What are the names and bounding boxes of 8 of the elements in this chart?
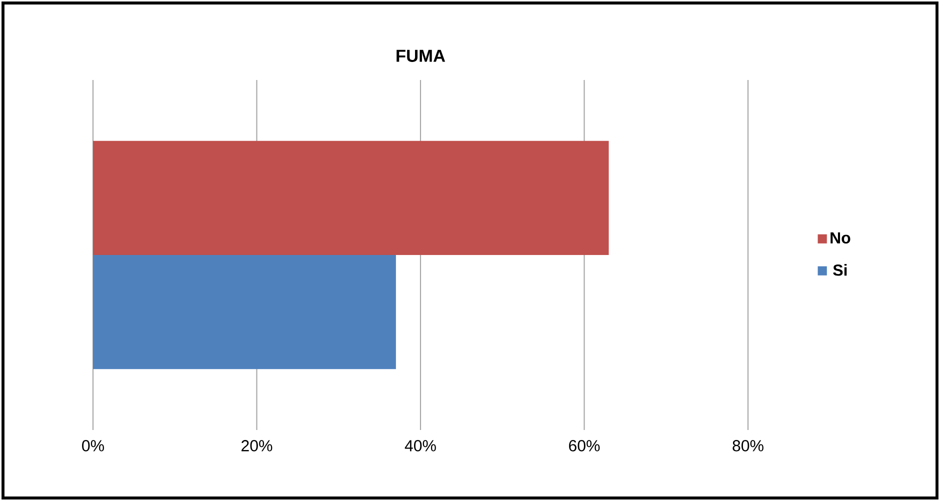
chart-title: FUMA (396, 50, 446, 62)
legend-label: Si (833, 264, 847, 276)
x-tick-label: 0% (82, 440, 104, 452)
x-tick-label: 80% (732, 440, 764, 452)
x-tick-label: 40% (404, 440, 436, 452)
legend-label: No (830, 232, 850, 244)
x-tick-label: 20% (242, 440, 272, 452)
x-tick-label: 60% (569, 440, 600, 452)
